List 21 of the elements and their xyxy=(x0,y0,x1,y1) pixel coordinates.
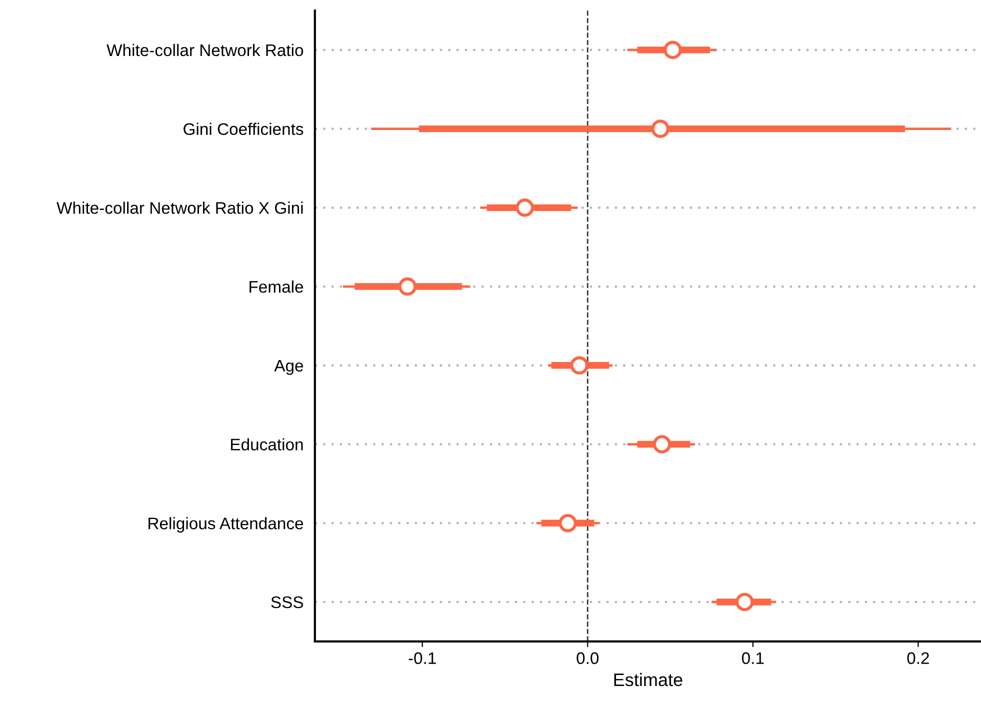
y-tick-label: Female xyxy=(250,280,304,293)
point xyxy=(652,435,672,454)
x-tick-label: -0.1 xyxy=(408,652,436,664)
y-tick-label: White-collar Network Ratio X Gini xyxy=(56,202,303,214)
x-tick-label: 0.2 xyxy=(907,652,929,664)
point xyxy=(398,277,417,296)
y-tick-label: Religious Attendance xyxy=(148,517,304,533)
point xyxy=(570,356,588,375)
y-tick-label: White-collar Network Ratio xyxy=(106,44,304,56)
x-tick-label: 0.1 xyxy=(742,652,764,664)
y-tick-label: Gini Coefficients xyxy=(184,122,304,136)
y-tick-label: SSS xyxy=(271,596,304,608)
point xyxy=(558,514,577,532)
y-tick-label: Education xyxy=(231,438,303,450)
y-tick-label: Age xyxy=(274,360,304,375)
point xyxy=(664,40,682,60)
point xyxy=(516,198,534,217)
point xyxy=(651,120,670,138)
x-tick-label: 0.0 xyxy=(576,652,599,664)
x-axis-title: Estimate xyxy=(614,672,682,686)
point xyxy=(736,592,754,612)
